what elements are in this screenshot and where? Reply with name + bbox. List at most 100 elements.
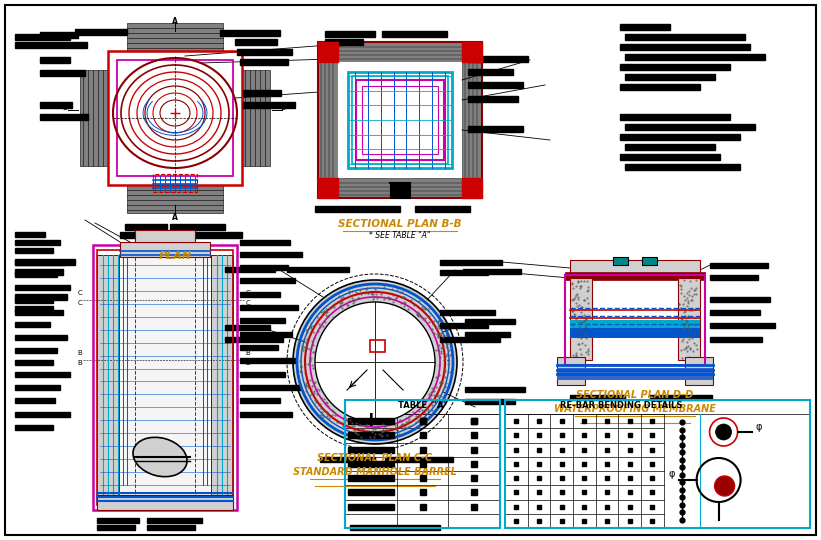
Bar <box>557 357 585 385</box>
Bar <box>390 183 410 198</box>
Bar <box>620 114 730 120</box>
Bar <box>15 398 55 403</box>
Bar <box>40 102 72 108</box>
Text: A: A <box>172 213 178 222</box>
Bar <box>220 30 280 36</box>
Bar <box>117 60 233 176</box>
Bar <box>121 255 209 503</box>
Bar <box>620 44 750 50</box>
Bar <box>318 62 338 178</box>
Bar <box>225 337 283 342</box>
Bar <box>127 185 223 213</box>
Text: B: B <box>78 350 82 356</box>
Bar <box>211 255 233 503</box>
Bar <box>15 294 67 300</box>
Bar <box>240 372 285 377</box>
Bar <box>225 325 270 330</box>
Bar <box>678 278 700 360</box>
Circle shape <box>714 476 735 496</box>
Bar <box>15 34 70 40</box>
Bar <box>225 267 275 272</box>
Bar <box>120 232 158 238</box>
Bar <box>97 495 233 510</box>
Bar <box>15 240 60 245</box>
Bar <box>570 278 592 360</box>
Bar <box>170 224 225 230</box>
Text: PLAN: PLAN <box>158 251 191 261</box>
Bar <box>650 395 712 400</box>
Bar <box>462 62 482 178</box>
Bar <box>620 84 700 90</box>
Text: D: D <box>280 103 286 112</box>
Bar <box>15 272 57 277</box>
Bar <box>15 298 53 303</box>
Bar <box>348 433 393 438</box>
Bar <box>243 90 281 96</box>
Circle shape <box>293 280 457 444</box>
Text: φ: φ <box>668 469 675 479</box>
Bar <box>710 337 762 342</box>
Bar <box>620 24 670 30</box>
Bar <box>125 224 167 230</box>
Circle shape <box>716 424 732 440</box>
Text: A: A <box>172 17 178 25</box>
Bar <box>40 70 85 76</box>
Bar <box>15 385 60 390</box>
Bar <box>613 257 628 265</box>
Bar <box>468 56 528 62</box>
Bar <box>440 337 500 342</box>
Bar <box>350 525 440 530</box>
Bar <box>243 102 295 108</box>
Bar <box>685 357 713 385</box>
Bar <box>710 323 775 328</box>
Bar <box>565 275 705 365</box>
Bar <box>15 42 87 48</box>
Bar <box>710 310 760 315</box>
Bar <box>287 267 349 272</box>
Text: SECTIONAL PLAN C-C
STANDARD MANHOLE BARREL: SECTIONAL PLAN C-C STANDARD MANHOLE BARR… <box>293 453 457 477</box>
Bar <box>97 518 139 523</box>
Bar <box>127 23 223 51</box>
Bar <box>318 178 338 198</box>
Bar <box>40 114 88 120</box>
Text: C: C <box>245 290 250 296</box>
Bar <box>190 232 242 238</box>
Text: +: + <box>361 410 380 430</box>
Bar <box>325 39 363 45</box>
Bar <box>415 206 470 212</box>
Bar <box>80 70 108 166</box>
Text: C: C <box>78 300 82 306</box>
Bar <box>240 240 290 245</box>
Bar <box>462 42 482 62</box>
Bar <box>120 242 210 257</box>
Bar <box>240 278 295 283</box>
Bar <box>465 387 525 392</box>
Bar <box>15 285 70 290</box>
Bar <box>240 385 300 390</box>
Bar <box>325 31 375 37</box>
Text: C: C <box>245 300 250 306</box>
Bar <box>108 51 242 185</box>
Bar <box>348 475 393 481</box>
Bar <box>710 263 768 268</box>
Bar <box>318 178 482 198</box>
Bar <box>338 62 462 178</box>
Bar <box>465 399 515 404</box>
Bar <box>240 345 278 350</box>
Bar <box>240 305 298 310</box>
Bar <box>468 69 513 75</box>
Text: * SEE TABLE "A": * SEE TABLE "A" <box>369 231 431 240</box>
Bar <box>440 323 488 328</box>
Text: C: C <box>78 290 82 296</box>
Bar <box>240 332 292 337</box>
Bar <box>348 418 393 424</box>
Text: SECTIONAL PLAN D-D
WATERPROOFING MEMBRANE: SECTIONAL PLAN D-D WATERPROOFING MEMBRAN… <box>554 390 716 414</box>
Bar <box>15 310 63 315</box>
Bar <box>625 74 715 80</box>
Bar <box>147 525 195 530</box>
Bar <box>468 82 523 88</box>
Bar <box>15 248 53 253</box>
Circle shape <box>315 302 435 422</box>
Bar <box>240 398 280 403</box>
Bar <box>440 270 488 275</box>
